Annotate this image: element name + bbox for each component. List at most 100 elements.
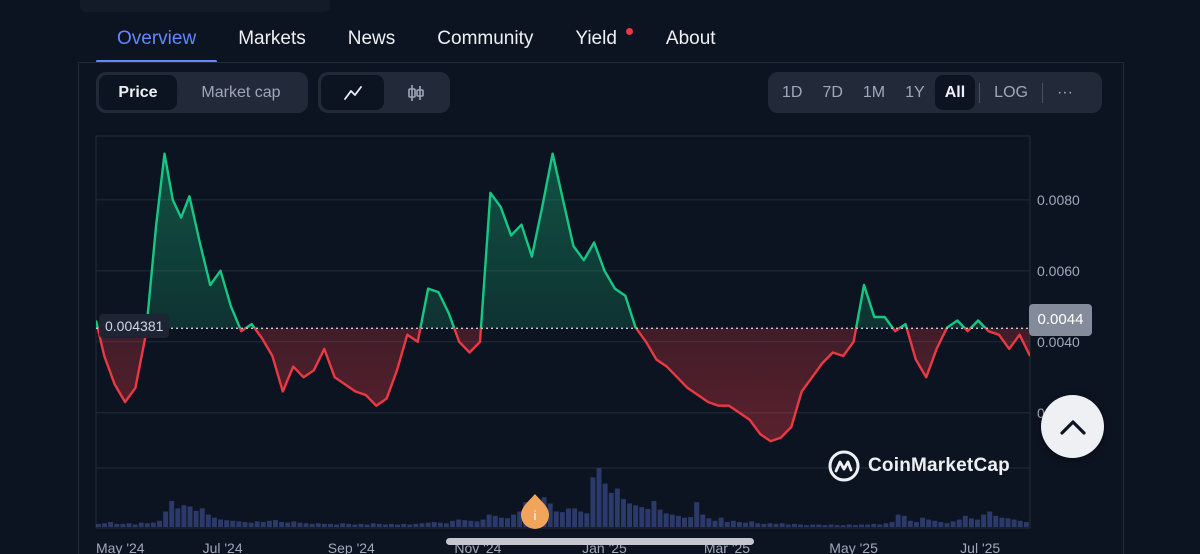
volume-bar [401,523,407,527]
market-cap-button[interactable]: Market cap [201,83,281,101]
range-all-button[interactable]: All [934,75,976,110]
volume-bar [810,524,816,527]
volume-bar [480,519,486,527]
volume-bar [407,524,413,527]
brand-name: CoinMarketCap [868,455,1010,476]
volume-bar [181,505,187,527]
volume-bar [376,523,382,527]
volume-bar [321,523,327,527]
volume-bar [834,525,840,527]
volume-bar [572,508,578,527]
scroll-to-top-button[interactable] [1041,395,1104,458]
volume-bar [193,510,199,527]
volume-bar [779,523,785,527]
volume-bar [389,523,394,527]
volume-bar [804,525,810,527]
volume-bar [413,523,419,527]
area-below-baseline [97,328,1030,442]
volume-bar [663,513,669,527]
volume-bar [682,517,687,527]
volume-bar [248,522,254,527]
volume-bar [877,524,883,527]
top-navigation: Overview Markets News Community Yield Ab… [0,0,1200,63]
volume-bar [144,523,150,527]
volume-bar [364,524,370,527]
volume-bar [279,522,285,527]
volume-bar [901,515,907,527]
separator [979,82,981,103]
volume-bar [675,515,681,527]
volume-bar [657,509,663,527]
volume-bar [975,519,980,527]
volume-bar [791,523,797,527]
tab-community[interactable]: Community [416,18,554,62]
volume-bar [920,517,926,527]
volume-bar [1017,520,1023,527]
volume-bar [285,522,291,527]
line-chart-icon [343,85,362,100]
volume-bar [688,517,694,527]
range-1d-button[interactable]: 1D [782,83,803,101]
volume-bar [639,507,645,527]
volume-bar [944,523,950,527]
volume-bar [852,525,858,527]
volume-bar [254,521,260,527]
volume-bar [718,517,724,527]
tab-label: Yield [575,28,617,49]
volume-bar [926,519,932,527]
volume-bar [956,519,962,527]
log-scale-button[interactable]: LOG [994,83,1028,101]
volume-bar [828,524,834,527]
volume-bar [859,524,864,527]
tab-yield[interactable]: Yield [554,18,645,62]
volume-bar [358,523,364,527]
tab-news[interactable]: News [327,18,417,62]
volume-bar [706,518,712,527]
tab-label: About [665,28,716,49]
volume-bar [889,522,895,527]
volume-bar [352,524,358,527]
coinmarketcap-logo: CoinMarketCap [828,450,1010,482]
svg-text:i: i [534,508,537,523]
tab-about[interactable]: About [645,18,737,62]
volume-bar [645,509,651,527]
event-marker[interactable]: i [520,493,550,529]
header-remnant [80,0,330,12]
volume-bar [981,514,987,527]
volume-bar [163,511,169,527]
volume-bar [382,524,388,527]
volume-bar [907,520,913,527]
home-indicator [446,538,754,545]
range-7d-button[interactable]: 7D [822,83,843,101]
volume-bar [602,483,608,527]
range-1m-button[interactable]: 1M [862,83,886,101]
volume-bar [730,520,736,527]
more-options-button[interactable]: ··· [1056,83,1073,101]
volume-bar [334,524,339,527]
tab-overview[interactable]: Overview [96,18,218,63]
volume-bar [236,521,242,527]
price-button[interactable]: Price [99,75,177,110]
volume-bar [968,518,974,527]
line-chart-button[interactable] [321,75,384,110]
range-1y-button[interactable]: 1Y [905,83,925,101]
volume-bar [211,517,217,527]
separator [1041,82,1043,103]
volume-bar [150,522,156,527]
volume-bar [559,512,565,527]
volume-bar [96,523,101,527]
candlestick-button[interactable] [384,75,447,110]
price-marketcap-toggle: Price Market cap [96,72,308,113]
tab-markets[interactable]: Markets [217,18,327,62]
volume-bar [914,522,919,527]
volume-bar [816,524,822,527]
tab-label: Markets [238,28,306,49]
volume-bar [932,520,938,527]
volume-bar [419,523,425,527]
x-tick-label: May '24 [96,540,145,554]
volume-bar [736,522,742,527]
volume-bar [456,519,462,527]
volume-bar [114,523,120,527]
volume-bar [773,523,779,527]
volume-bar [169,500,175,527]
